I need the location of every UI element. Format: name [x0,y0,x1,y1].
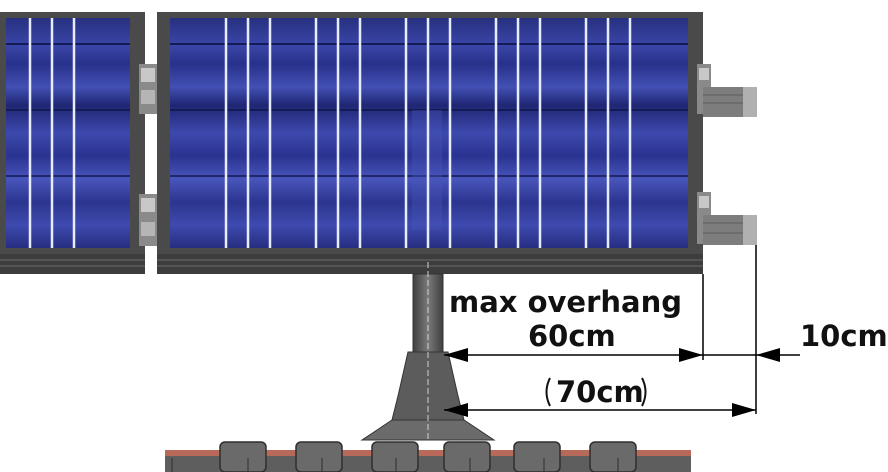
left-solar-panel [0,12,145,274]
dimension-70-label: 70cm [556,375,644,409]
left-panel-base-rail [0,254,145,274]
dimension-70-group: 70cm [545,375,647,409]
dimension-10-label: 10cm [800,319,888,353]
max-overhang-label: max overhang [449,285,682,319]
ballast-base [165,441,691,472]
left-panel-cells [6,18,130,248]
arrow-10-right [756,348,780,362]
dimension-lines [444,245,800,414]
arrow-70-right [732,403,756,417]
right-actuator-bottom [697,192,757,245]
arrow-60-left [444,348,468,362]
main-solar-panel [157,12,703,274]
dimension-60-label: 60cm [528,319,616,353]
left-mounting-bracket-bottom [139,194,159,246]
support-pole [360,262,496,441]
main-panel-base-rail [157,254,703,274]
left-panel-busbars [28,18,76,248]
right-actuator-top [697,64,757,117]
dimension-arrows [444,348,780,417]
arrow-60-right [679,348,703,362]
arrow-70-left [444,403,468,417]
left-mounting-bracket-top [139,64,159,114]
main-panel-busbars [224,18,632,248]
